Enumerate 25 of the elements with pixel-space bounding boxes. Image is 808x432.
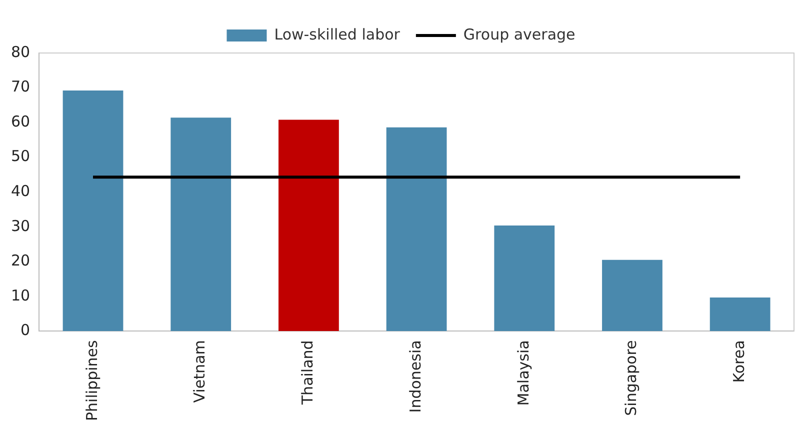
y-tick-label: 60 [10,112,30,130]
x-tick-label: Indonesia [406,340,424,413]
y-tick-label: 30 [10,216,30,235]
y-tick-label: 40 [10,182,30,200]
legend-label: Group average [463,25,576,44]
x-tick-label: Thailand [298,340,317,406]
bar [602,260,662,332]
x-tick-label: Malaysia [514,340,532,406]
y-tick-label: 20 [10,252,30,270]
bar [386,127,447,332]
x-tick-label: Singapore [622,340,640,416]
x-tick-label: Philippines [82,340,101,422]
bar [278,120,339,332]
x-tick-label: Vietnam [190,340,209,403]
y-tick-label: 80 [10,42,30,61]
x-tick-label: Korea [730,340,748,383]
bar [62,90,124,332]
y-tick-label: 10 [10,286,30,304]
bar [170,118,232,332]
y-tick-label: 0 [20,321,30,340]
y-tick-label: 70 [10,78,30,96]
bar [710,297,770,332]
bar [494,225,555,332]
legend-label: Low-skilled labor [274,25,401,44]
y-tick-label: 50 [10,147,30,166]
